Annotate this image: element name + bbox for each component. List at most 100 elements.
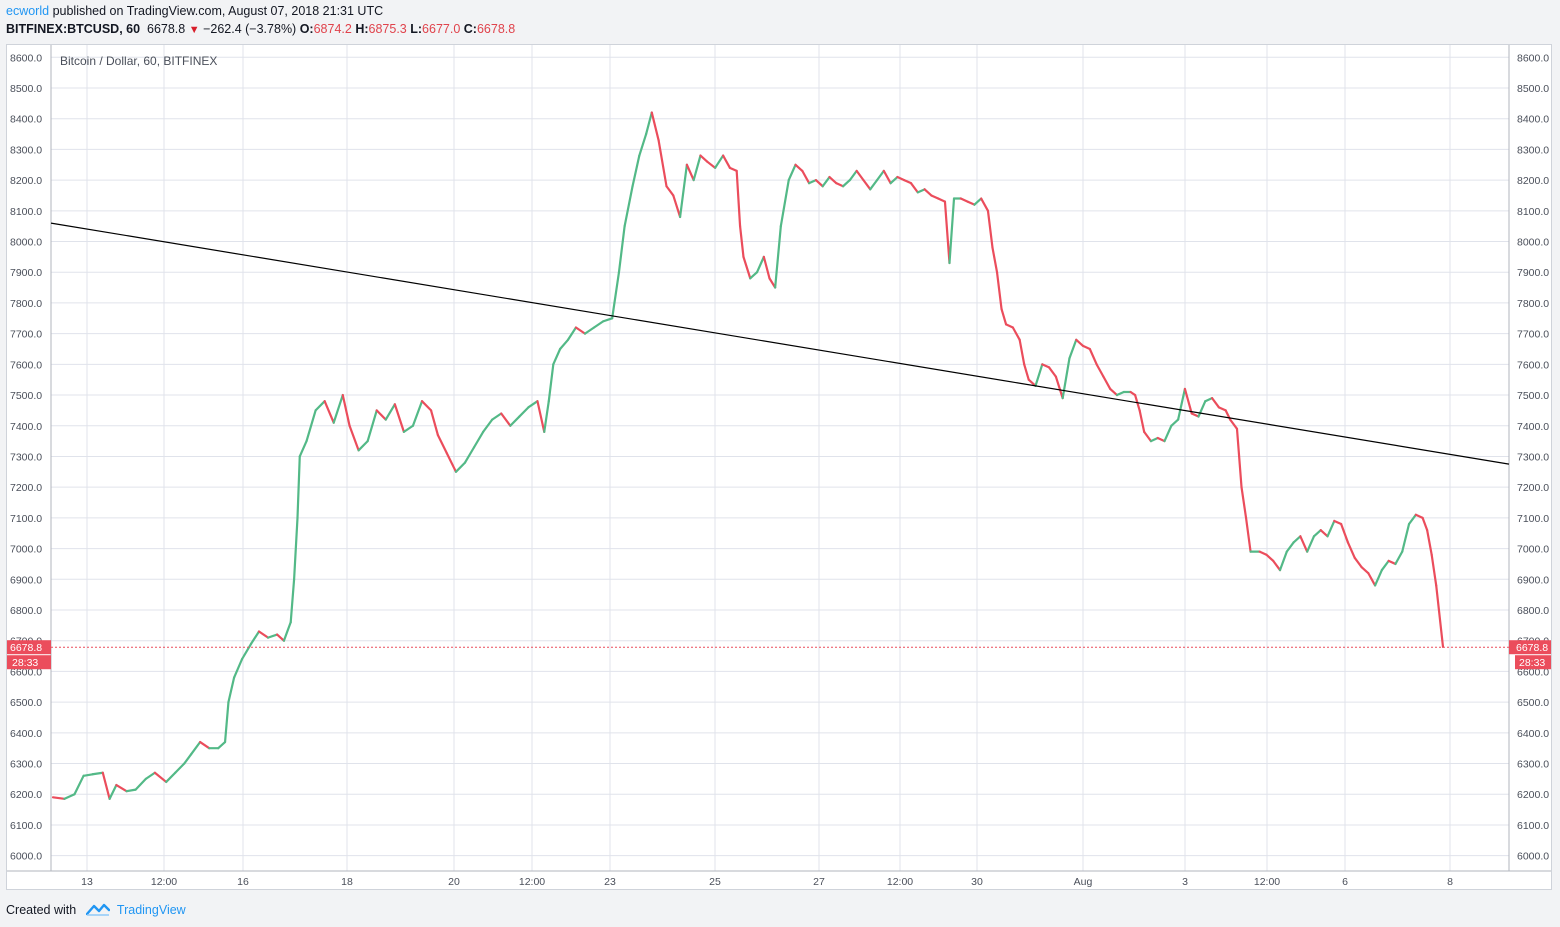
price-segment: [986, 209, 994, 249]
published-text: published on TradingView.com, August 07,…: [52, 4, 384, 18]
price-segment: [685, 163, 695, 182]
price-segment: [980, 197, 990, 212]
price-tick-label-right: 7500.0: [1517, 390, 1549, 402]
price-segment: [282, 621, 292, 642]
price-segment: [903, 179, 913, 185]
right-price-axis: [1509, 45, 1551, 871]
price-segment: [63, 793, 76, 800]
price-segment: [292, 516, 299, 581]
price-segment: [706, 160, 717, 169]
price-segment: [650, 111, 660, 142]
price-tick-label-right: 7800.0: [1517, 298, 1549, 310]
time-tick-label: 12:00: [519, 876, 545, 888]
price-tick-label-right: 8200.0: [1517, 175, 1549, 187]
price-segment: [547, 363, 555, 403]
price-segment: [276, 633, 286, 642]
time-tick-label: 3: [1182, 876, 1188, 888]
author-link[interactable]: ecworld: [6, 4, 50, 18]
price-segment: [1061, 357, 1071, 400]
price-segment: [1183, 387, 1193, 415]
price-tick-label-right: 7700.0: [1517, 329, 1549, 341]
price-segment: [916, 188, 926, 194]
price-segment: [896, 175, 906, 182]
price-tick-label-left: 6800.0: [10, 605, 42, 617]
price-tick-label-left: 7100.0: [10, 513, 42, 525]
price-tick-label-right: 6400.0: [1517, 728, 1549, 740]
price-segment: [384, 403, 396, 421]
price-tick-label-right: 6500.0: [1517, 697, 1549, 709]
chart-frame[interactable]: 6000.0 6000.0 6100.0 6100.0 6200.0 6200.0 6300…: [6, 44, 1552, 890]
price-segment: [1068, 338, 1078, 360]
price-segment: [1143, 430, 1153, 443]
price-segment: [223, 701, 230, 744]
price-segment: [602, 317, 614, 323]
price-segment: [774, 225, 782, 289]
price-segment: [808, 179, 818, 185]
price-segment: [923, 188, 933, 197]
price-segment: [814, 179, 824, 188]
price-segment: [1190, 412, 1200, 418]
countdown-badge-left: [7, 655, 51, 670]
time-tick-label: 25: [709, 876, 721, 888]
price-segment: [1414, 513, 1424, 519]
created-with-text: Created with: [6, 903, 77, 917]
price-segment: [1095, 363, 1105, 378]
price-tick-label-right: 7400.0: [1517, 421, 1549, 433]
price-segment: [375, 409, 387, 421]
price-segment: [436, 433, 449, 455]
price-segment: [227, 676, 236, 704]
price-tick-label-right: 7200.0: [1517, 482, 1549, 494]
price-tick-label-left: 7800.0: [10, 298, 42, 310]
price-segment: [1387, 559, 1397, 566]
publish-info: ecworld published on TradingView.com, Au…: [6, 4, 383, 18]
price-segment: [991, 246, 999, 274]
price-segment: [728, 166, 738, 172]
price-tick-label-left: 8500.0: [10, 83, 42, 95]
price-tick-label-right: 7600.0: [1517, 359, 1549, 371]
price-segment: [323, 400, 335, 424]
price-segment: [1367, 572, 1377, 587]
price-segment: [298, 440, 308, 458]
time-tick-label: 20: [448, 876, 460, 888]
price-segment: [1333, 519, 1343, 526]
price-series: [51, 111, 1445, 800]
open-value: 6874.2: [313, 22, 352, 36]
time-tick-label: 18: [341, 876, 353, 888]
price-segment: [1421, 516, 1429, 532]
price-segment: [1047, 366, 1057, 378]
left-price-axis: [7, 45, 51, 871]
price-segment: [233, 658, 244, 679]
price-segment: [125, 788, 137, 793]
price-segment: [657, 139, 668, 188]
price-segment: [82, 773, 94, 777]
price-tick-label-left: 8600.0: [10, 52, 42, 64]
price-tick-label-left: 8400.0: [10, 114, 42, 126]
price-tick-label-left: 8000.0: [10, 237, 42, 249]
price-segment: [1407, 513, 1417, 526]
price-segment: [1011, 326, 1021, 341]
price-chart[interactable]: 6000.0 6000.0 6100.0 6100.0 6200.0 6200.0 6300…: [7, 45, 1551, 889]
tradingview-link[interactable]: TradingView: [116, 903, 186, 917]
price-tick-label-right: 6100.0: [1517, 820, 1549, 832]
chart-x-grid: [86, 45, 1451, 871]
time-tick-label: 30: [971, 876, 983, 888]
price-segment: [543, 400, 550, 433]
last-price: 6678.8: [147, 22, 186, 36]
price-tick-label-right: 7300.0: [1517, 451, 1549, 463]
price-segment: [536, 400, 546, 433]
price-segment: [445, 452, 458, 473]
price-change: −262.4 (−3.78%): [203, 22, 297, 36]
price-segment: [1319, 529, 1329, 538]
price-tick-label-left: 8300.0: [10, 144, 42, 156]
price-segment: [714, 154, 725, 169]
price-segment: [1292, 535, 1302, 544]
price-segment: [1306, 535, 1316, 553]
price-segment: [420, 400, 433, 412]
price-segment: [257, 630, 270, 639]
price-segment: [1229, 418, 1239, 430]
price-segment: [943, 200, 951, 265]
price-segment: [645, 111, 653, 136]
price-segment: [869, 179, 879, 191]
countdown-label-right: 28:33: [1519, 657, 1545, 669]
price-segment: [787, 163, 797, 182]
